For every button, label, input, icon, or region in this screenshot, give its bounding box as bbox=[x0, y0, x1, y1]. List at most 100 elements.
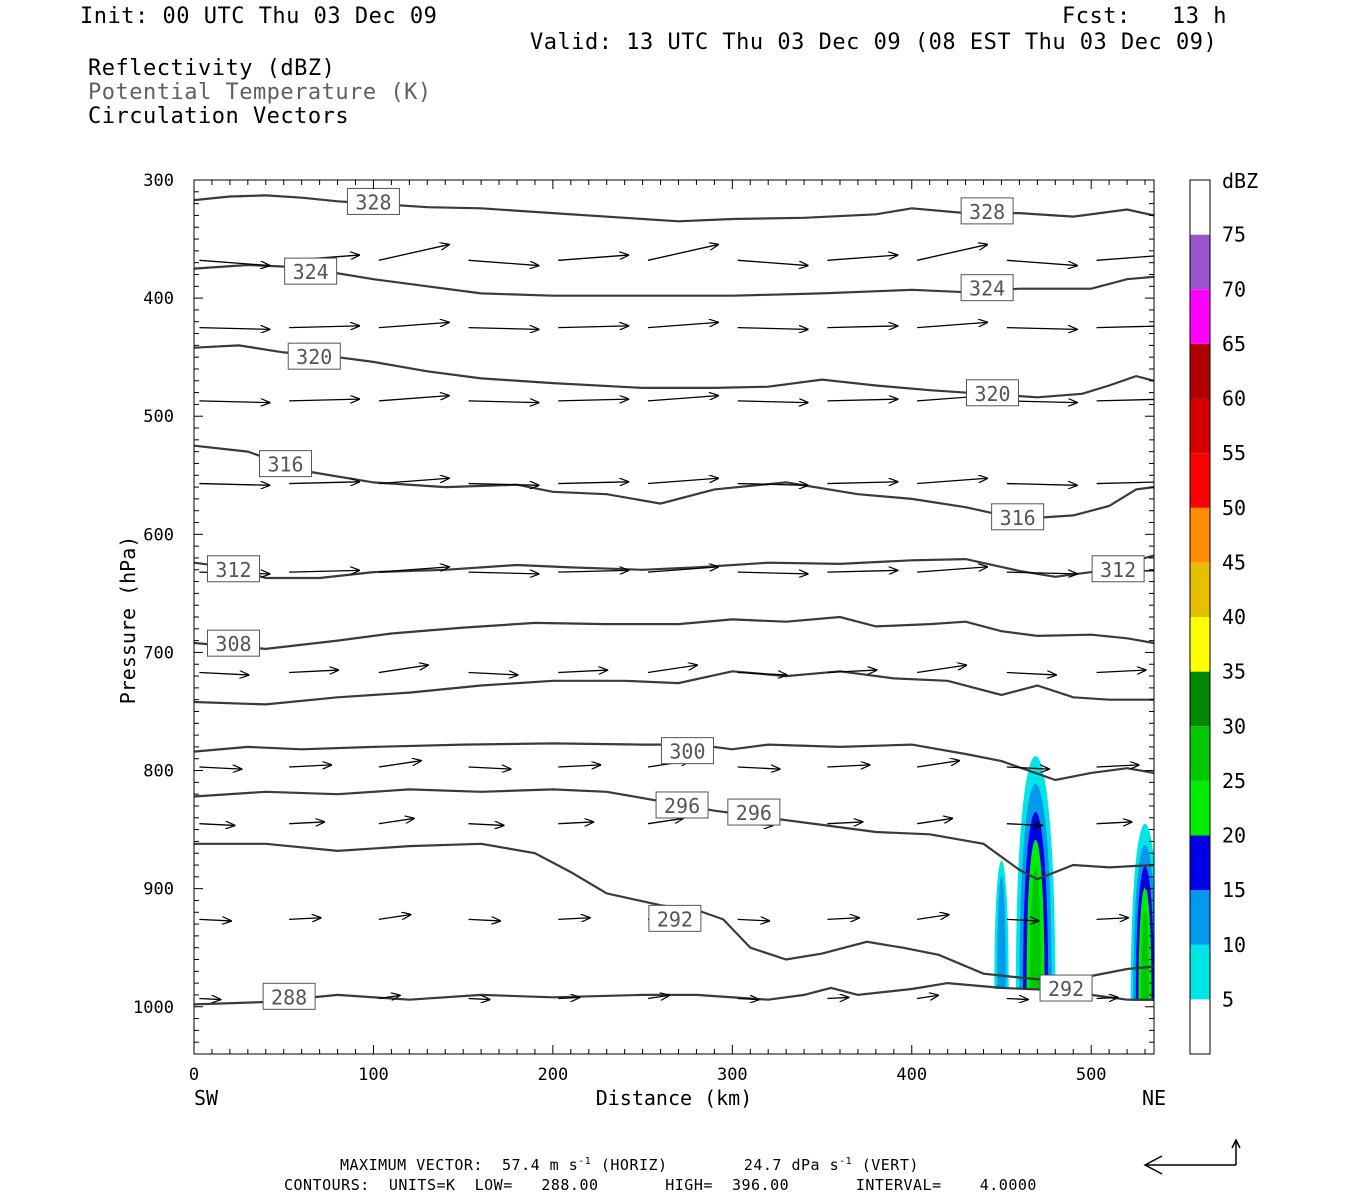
colorbar-swatch bbox=[1190, 507, 1210, 563]
reflectivity-shading bbox=[994, 756, 1154, 1001]
contour-label-text: 288 bbox=[271, 985, 307, 1009]
y-tick-label: 600 bbox=[143, 525, 174, 545]
circulation-vector bbox=[916, 245, 987, 261]
colorbar-swatch bbox=[1190, 890, 1210, 945]
circulation-vector bbox=[1006, 328, 1077, 330]
circulation-vector bbox=[468, 484, 539, 486]
contour-label-292: 292 bbox=[648, 904, 702, 932]
reference-vector-icon bbox=[1143, 1138, 1241, 1175]
contour-label-box bbox=[960, 274, 1014, 302]
colorbar-tick-label: 65 bbox=[1222, 332, 1246, 356]
circulation-vector bbox=[647, 245, 718, 261]
circulation-vector bbox=[1096, 997, 1118, 998]
colorbar-swatch bbox=[1190, 835, 1210, 891]
circulation-vector bbox=[558, 570, 628, 572]
contour-label-text: 300 bbox=[669, 740, 705, 764]
circulation-vector bbox=[647, 322, 718, 329]
contour-label-text: 312 bbox=[215, 558, 251, 582]
theta-contour-316 bbox=[194, 444, 1154, 521]
contour-label-288: 288 bbox=[262, 982, 316, 1010]
y-tick-label: 400 bbox=[143, 289, 174, 309]
contour-label-300: 300 bbox=[660, 737, 714, 765]
circulation-vector bbox=[289, 399, 359, 401]
circulation-vector bbox=[199, 673, 248, 675]
contour-label-box bbox=[1039, 974, 1093, 1002]
contour-label-box bbox=[346, 187, 400, 215]
circulation-vector bbox=[647, 567, 718, 573]
circulation-vector bbox=[827, 918, 859, 920]
colorbar-title: dBZ bbox=[1222, 169, 1258, 193]
circulation-vector bbox=[827, 326, 897, 328]
contour-label-316: 316 bbox=[259, 450, 313, 478]
valid-time-label: Valid: 13 UTC Thu 03 Dec 09 (08 EST Thu … bbox=[530, 30, 1218, 55]
circulation-vector bbox=[1096, 670, 1146, 672]
reflectivity-25-area bbox=[1030, 867, 1041, 990]
circulation-vector bbox=[378, 915, 411, 920]
contour-label-328: 328 bbox=[346, 187, 400, 215]
circulation-vector bbox=[199, 998, 220, 999]
circulation-vector bbox=[1096, 255, 1154, 261]
colorbar-tick-label: 50 bbox=[1222, 496, 1246, 520]
contour-label-text: 320 bbox=[296, 345, 332, 369]
circulation-vector bbox=[558, 326, 628, 328]
circulation-vector bbox=[289, 326, 359, 328]
circulation-vector bbox=[558, 997, 579, 998]
y-tick-label: 500 bbox=[143, 407, 174, 427]
circulation-vector bbox=[558, 255, 628, 261]
x-axis-title: Distance (km) bbox=[596, 1086, 753, 1110]
contour-label-box bbox=[287, 342, 341, 370]
circulation-vector bbox=[1006, 673, 1056, 675]
colorbar-tick-label: 55 bbox=[1222, 441, 1246, 465]
contours-info: CONTOURS: UNITS=K LOW= 288.00 HIGH= 396.… bbox=[284, 1176, 1037, 1194]
contour-label-328: 328 bbox=[960, 197, 1014, 225]
theta-contour-288 bbox=[194, 981, 1154, 1006]
circulation-vector bbox=[1006, 919, 1039, 921]
theta-contour-304 bbox=[194, 670, 1154, 706]
circulation-vector bbox=[289, 765, 331, 767]
colorbar-swatch bbox=[1190, 398, 1210, 454]
circulation-vector bbox=[827, 997, 848, 998]
x-tick-label: 0 bbox=[189, 1065, 199, 1085]
contour-label-box bbox=[259, 450, 313, 478]
colorbar-swatch bbox=[1190, 671, 1210, 727]
circulation-vector bbox=[468, 259, 539, 265]
circulation-vector bbox=[289, 570, 359, 572]
theta-contour-300 bbox=[194, 742, 1154, 782]
circulation-vector bbox=[289, 918, 321, 920]
contour-label-296: 296 bbox=[655, 791, 709, 819]
contour-label-324: 324 bbox=[960, 274, 1014, 302]
forecast-hour-label: Fcst: 13 h bbox=[1062, 4, 1227, 29]
circulation-vector bbox=[917, 478, 987, 485]
circulation-vector bbox=[917, 761, 959, 768]
contour-label-box bbox=[648, 904, 702, 932]
circulation-vector bbox=[199, 767, 241, 769]
circulation-vector bbox=[737, 401, 808, 403]
colorbar-swatch bbox=[1190, 999, 1210, 1054]
axis-tick-labels: 300 400 500 600 700 800 900 1000 0 100 200 300 400 50… bbox=[133, 171, 1107, 1085]
circulation-vector bbox=[1006, 484, 1077, 486]
contour-label-292: 292 bbox=[1039, 974, 1093, 1002]
circulation-vector bbox=[827, 482, 897, 484]
circulation-vector bbox=[737, 673, 787, 675]
contour-label-text: 292 bbox=[657, 907, 693, 931]
contour-label-text: 328 bbox=[969, 200, 1005, 224]
circulation-vector bbox=[647, 818, 683, 825]
theta-contour-308 bbox=[194, 615, 1154, 651]
contour-label-box bbox=[991, 503, 1045, 531]
contour-label-324: 324 bbox=[284, 257, 338, 285]
contour-label-320: 320 bbox=[287, 342, 341, 370]
circulation-vector bbox=[1096, 822, 1132, 824]
max-vector-vert: 24.7 dPa s bbox=[743, 1156, 840, 1174]
contour-label-296: 296 bbox=[727, 798, 781, 826]
circulation-vector bbox=[647, 478, 718, 485]
circulation-vector bbox=[378, 665, 428, 674]
y-tick-label: 1000 bbox=[133, 998, 174, 1018]
colorbar-tick-label: 35 bbox=[1222, 660, 1246, 684]
colorbar-tick-label: 40 bbox=[1222, 605, 1246, 629]
max-vector-horiz: 57.4 m s bbox=[502, 1156, 579, 1174]
vert-exponent: -1 bbox=[839, 1156, 853, 1167]
theta-contour-324 bbox=[194, 263, 1154, 297]
circulation-vector bbox=[1096, 398, 1154, 402]
y-tick-label: 300 bbox=[143, 171, 174, 191]
contour-label-box bbox=[1091, 555, 1145, 583]
